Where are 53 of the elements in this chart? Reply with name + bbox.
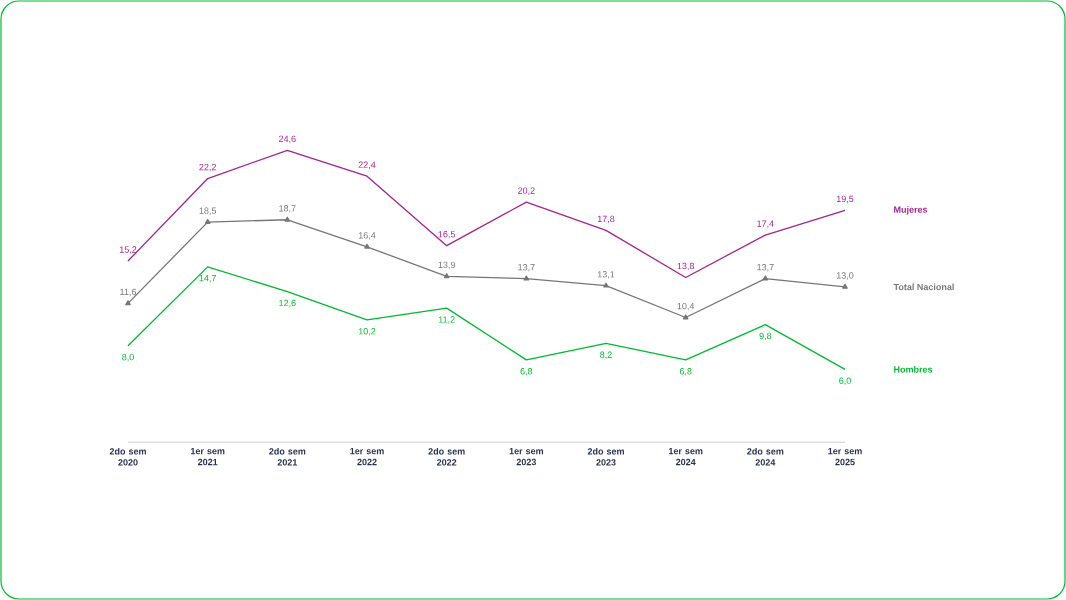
data-label: 13,9 [438,261,455,270]
point [682,314,689,320]
x-tick-label: 1er sem 2022 [350,447,384,466]
x-tick-label: 2do sem 2024 [747,447,784,466]
text: Total Nacional [893,283,954,291]
data-label: 17,4 [757,220,774,228]
data-label: 22,4 [358,161,376,169]
data-label: 15,2 [119,246,137,254]
data-label: 20,2 [518,187,535,195]
point [364,243,370,249]
point [204,218,211,225]
data-label: 16,4 [358,232,376,240]
text: Hombres [894,366,933,373]
x-tick-label: 2do sem 2022 [428,447,465,466]
x-tick-label: 2do sem 2020 [109,447,146,466]
x-tick-label: 1er sem 2025 [828,447,862,466]
data-label: 14,7 [199,275,216,283]
data-label: 17,8 [597,215,615,224]
x-tick-label: 1er sem 2023 [509,447,544,466]
x-tick-label: 2do sem 2021 [269,447,306,466]
point [603,282,609,288]
data-label: 12,6 [279,299,296,308]
data-label: 8,0 [122,353,134,362]
data-label: 13,8 [677,262,695,271]
point [443,273,450,279]
data-label: 6,0 [839,377,851,385]
data-label: 10,4 [677,302,695,311]
data-label: 24,6 [279,135,296,144]
data-label: 9,8 [759,332,772,341]
point [762,275,769,281]
data-label: 22,2 [199,163,216,172]
data-label: 6,8 [520,368,533,376]
point [523,275,530,281]
text: Mujeres [894,206,928,215]
data-label: 13,1 [597,271,615,279]
point [284,216,291,222]
point [842,283,848,289]
data-label: 10,2 [358,328,376,336]
data-label: 13,7 [757,264,774,272]
data-label: 18,5 [199,207,217,215]
data-label: 11,2 [438,316,455,324]
x-tick-label: 1er sem 2024 [668,447,703,466]
x-tick-label: 1er sem 2021 [190,447,225,466]
data-label: 6,8 [679,368,692,376]
data-label: 8,2 [600,351,612,360]
data-label: 13,0 [836,272,854,280]
data-label: 11,6 [120,288,137,297]
data-label: 13,7 [518,264,535,272]
point [125,300,131,306]
data-label: 18,7 [279,205,296,213]
data-label: 19,5 [836,195,854,204]
x-tick-label: 2do sem 2023 [587,447,624,466]
data-label: 16,5 [438,231,456,239]
